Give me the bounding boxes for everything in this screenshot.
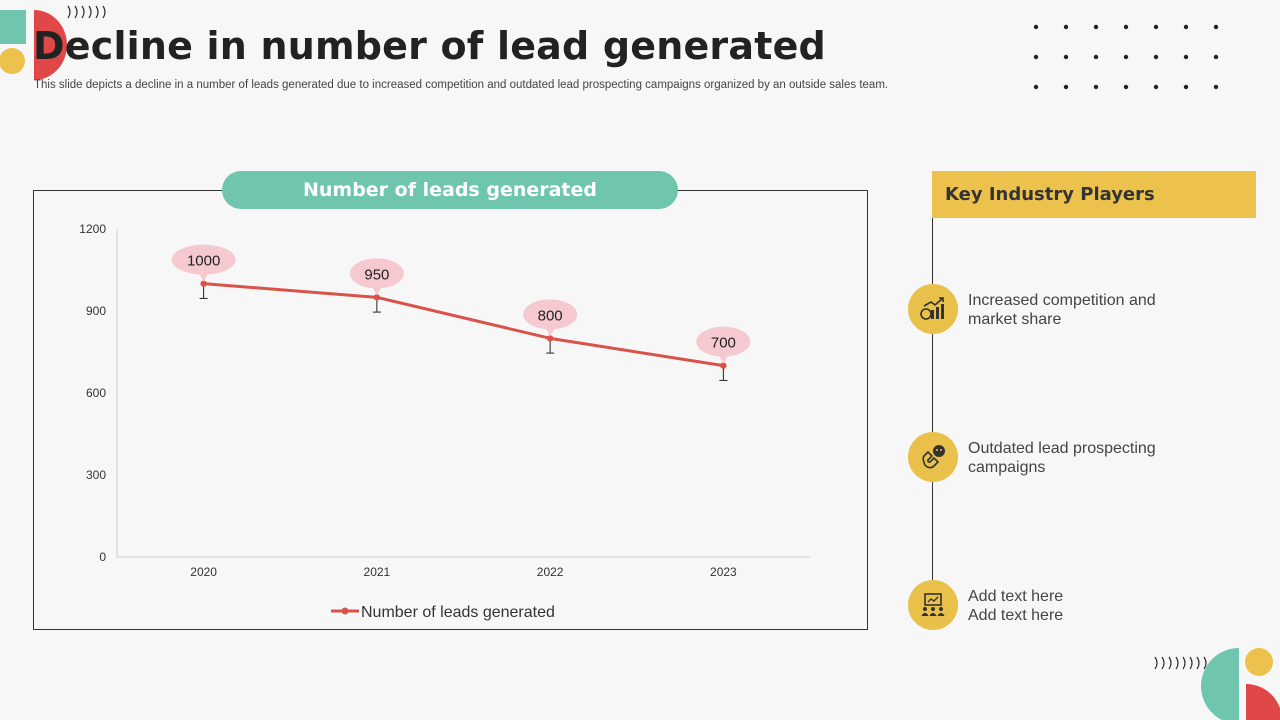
panel-item-2-line-1: Outdated lead prospecting [968,440,1156,457]
panel-item-3-text: Add text here Add text here [968,587,1063,625]
data-label-pointer [545,327,556,337]
x-tick-label: 2020 [190,565,217,579]
decor-shapes-bottom-right [1154,648,1280,720]
y-tick-label: 600 [86,386,106,400]
slide-subtitle: This slide depicts a decline in a number… [34,79,889,91]
slide-title: Decline in number of lead generated [33,24,826,68]
timeline-line [932,171,933,630]
data-point [373,294,381,301]
money-growth-icon [908,284,958,334]
data-label: 800 [538,307,563,324]
legend-label: Number of leads generated [361,604,555,621]
legend-marker [341,607,349,615]
panel-item-1-text: Increased competition and market share [968,291,1156,329]
data-label-bubble [523,299,578,330]
decor-shapes-top-left [0,5,106,80]
panel-item-3-line-2: Add text here [968,607,1064,624]
y-tick-label: 0 [99,550,106,564]
y-tick-label: 1200 [79,222,106,236]
data-point [720,362,727,369]
data-label: 700 [711,335,736,352]
panel-item-1-line-2: market share [968,311,1062,328]
panel-header: Key Industry Players [932,171,1256,218]
y-tick-label: 300 [86,468,106,482]
series-line [203,282,724,368]
panel-item-1-line-1: Increased competition and [968,292,1156,309]
x-tick-label: 2022 [537,565,564,579]
x-tick-label: 2021 [364,565,391,579]
data-label-bubble [171,244,236,275]
panel-item-2-text: Outdated lead prospecting campaigns [968,439,1156,477]
magnet-people-icon [908,432,958,482]
data-label-pointer [371,286,382,296]
y-tick-label: 900 [86,304,106,318]
data-label-pointer [718,354,729,364]
data-point [546,335,554,342]
x-tick-label: 2023 [710,565,737,579]
chart-title: Number of leads generated [222,171,678,209]
data-label-bubble [349,258,404,289]
data-label-bubble [696,326,751,357]
data-label: 950 [364,266,389,283]
presentation-team-icon [908,580,958,630]
data-label-pointer [198,272,209,282]
decor-dot-grid [1033,24,1219,90]
panel-item-3-line-1: Add text here [968,588,1064,605]
panel-item-2-line-2: campaigns [968,459,1046,476]
data-point [200,280,207,287]
data-label: 1000 [187,253,220,270]
